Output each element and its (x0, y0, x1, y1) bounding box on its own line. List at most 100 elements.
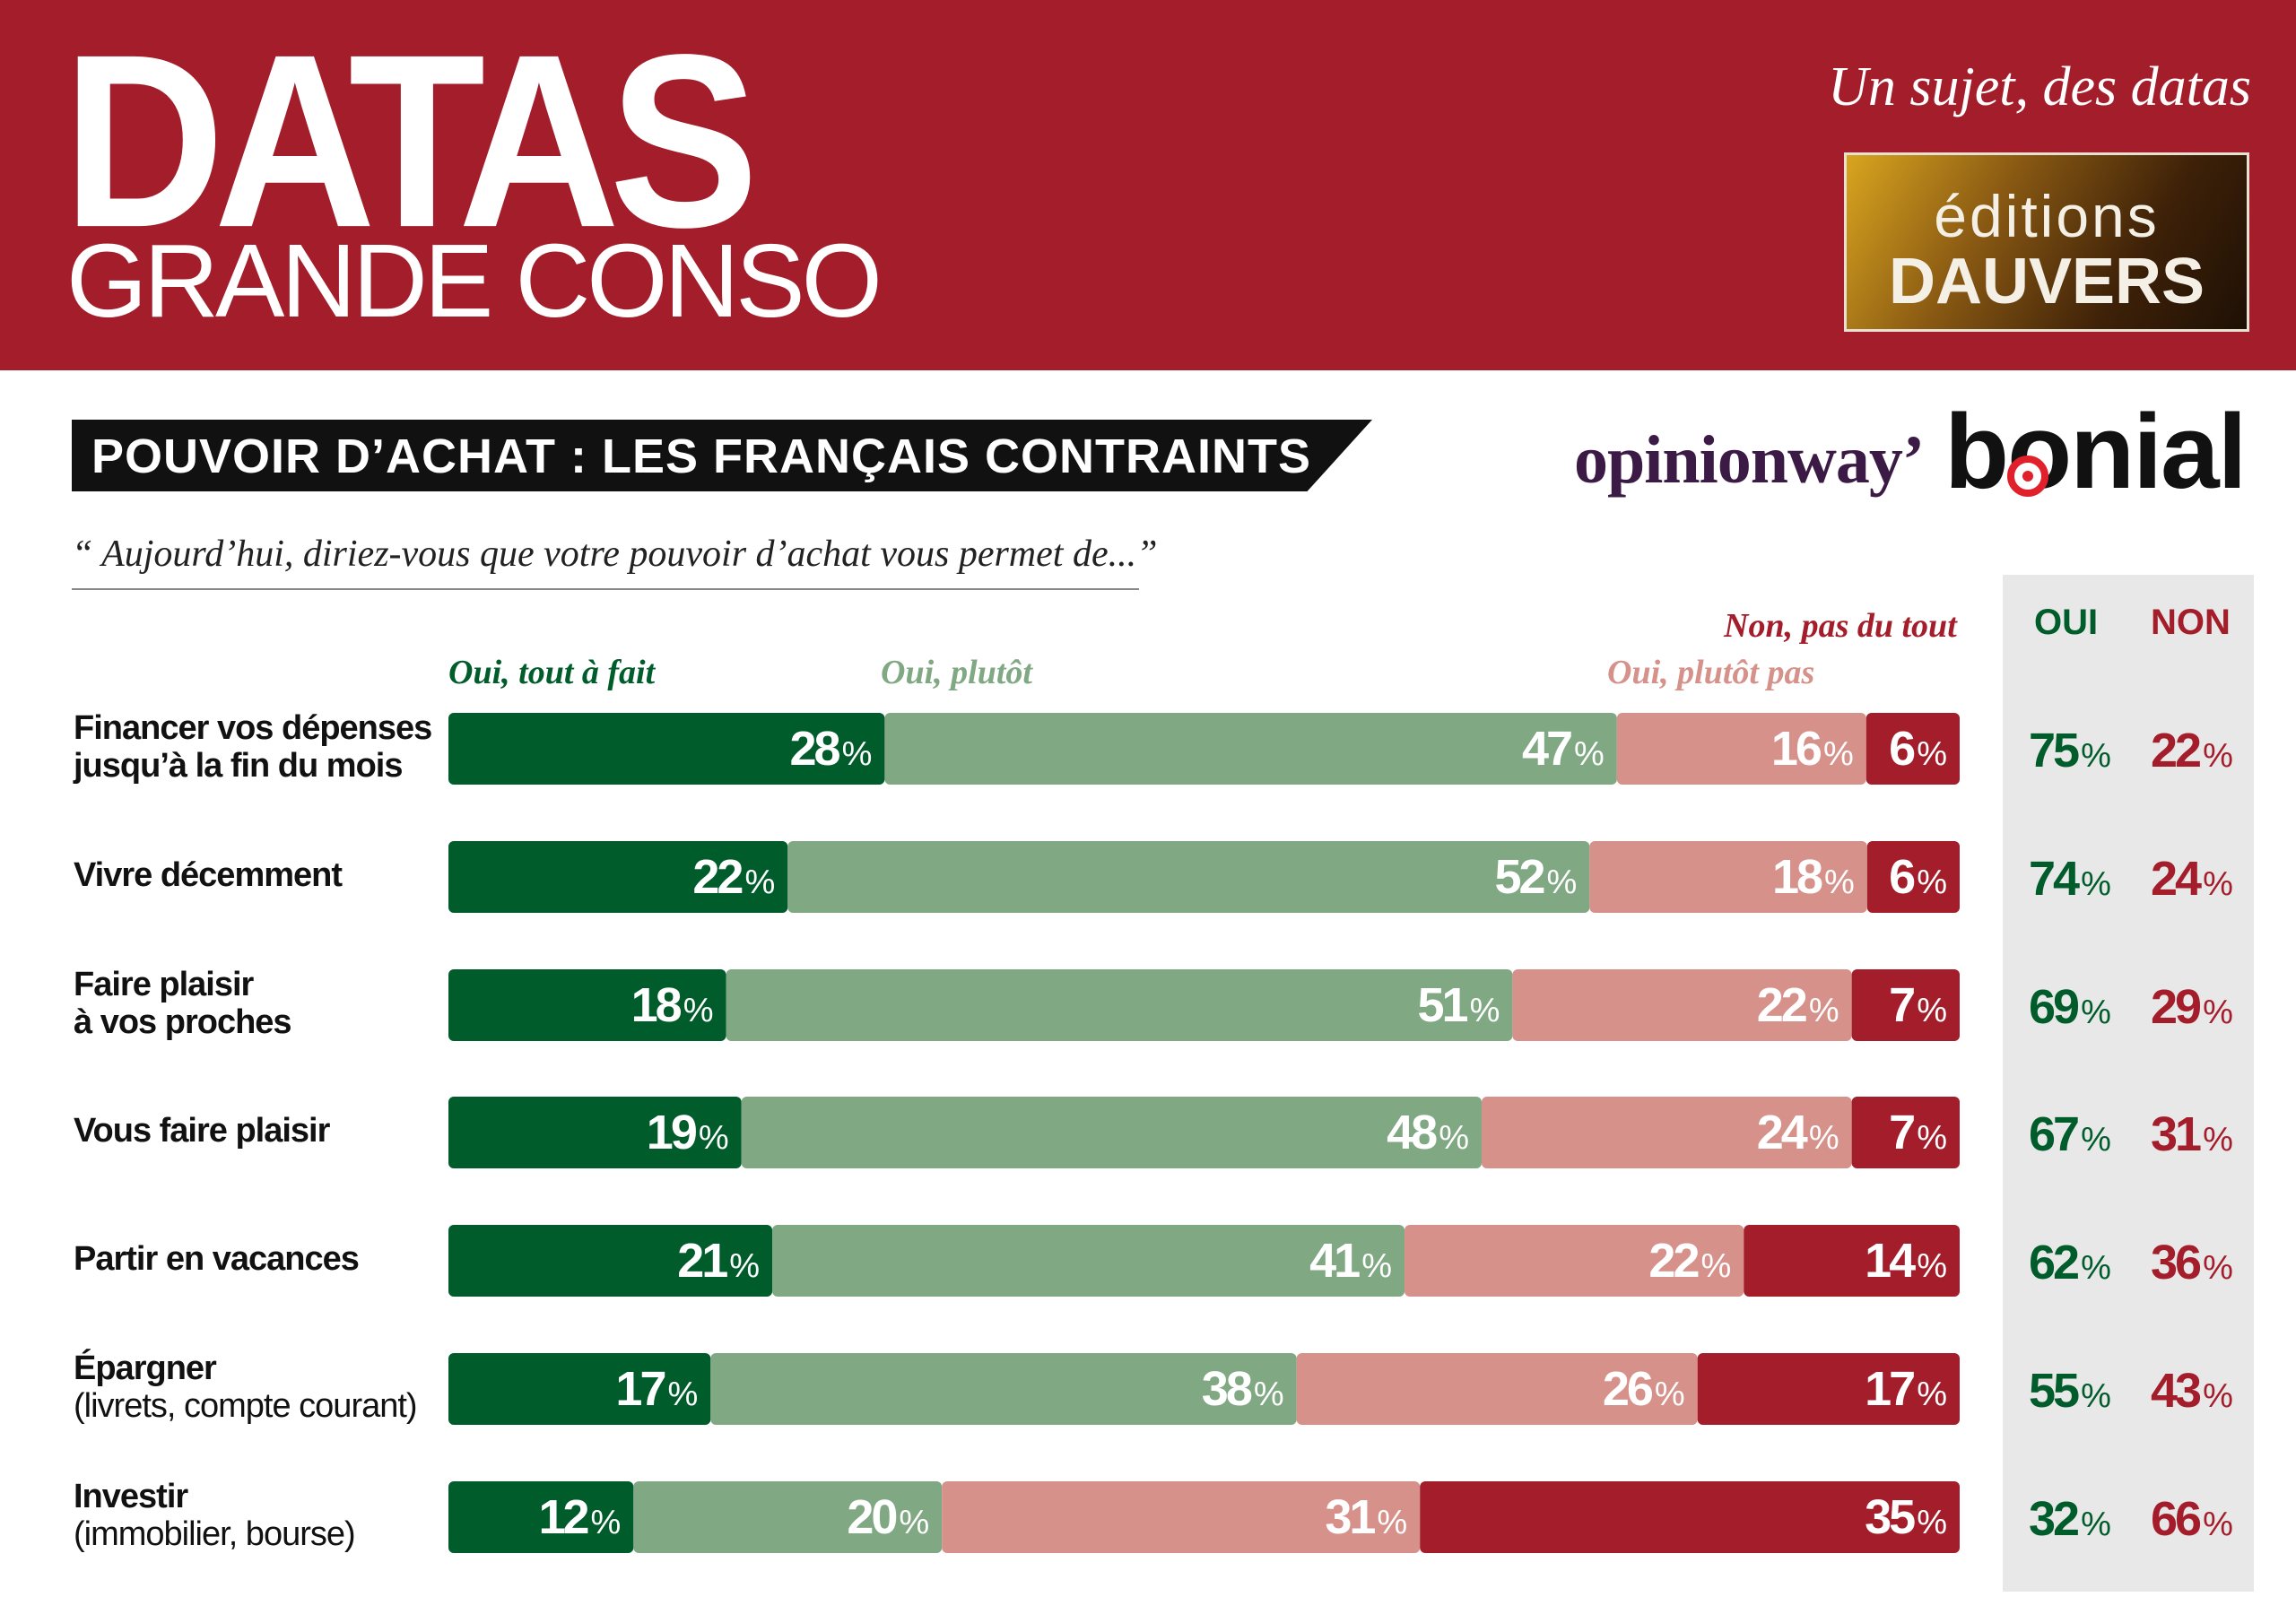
total-non-3: 29% (2151, 980, 2233, 1034)
opinionway-logo: opinionway’ (1574, 422, 1925, 498)
data-label-3-1: 18% (631, 978, 714, 1032)
section-title: POUVOIR D’ACHAT : LES FRANÇAIS CONTRAINT… (91, 430, 1311, 483)
summary-header-non: NON (2151, 603, 2231, 642)
summary-panel (2003, 575, 2254, 1592)
legend-oui-plutot: Oui, plutôt (881, 654, 1032, 691)
data-label-3-3: 22% (1757, 978, 1839, 1032)
row-label-4: Vous faire plaisir (74, 1112, 330, 1150)
bar-segment-2-2 (787, 841, 1590, 913)
total-non-1: 22% (2151, 724, 2233, 777)
data-label-5-2: 41% (1309, 1234, 1392, 1288)
total-non-2: 24% (2151, 852, 2233, 906)
data-label-1-2: 47% (1522, 722, 1605, 776)
bar-segment-1-3 (1616, 713, 1866, 785)
logo-line-1: éditions (1934, 183, 2160, 249)
data-label-4-2: 48% (1387, 1106, 1469, 1159)
row-label-1-line-1: Financer vos dépenses (74, 709, 432, 747)
bar-segment-6-1 (448, 1353, 711, 1425)
legend-non-pas-du-tout: Non, pas du tout (1724, 607, 1957, 645)
total-oui-5: 62% (2029, 1236, 2111, 1289)
data-label-3-2: 51% (1418, 978, 1500, 1032)
brand-title: DATAS (63, 3, 759, 279)
bar-segment-6-2 (710, 1353, 1297, 1425)
data-label-2-4: 6% (1889, 850, 1947, 904)
data-label-6-4: 17% (1865, 1362, 1947, 1416)
data-label-2-3: 18% (1772, 850, 1855, 904)
data-label-1-3: 16% (1771, 722, 1854, 776)
total-non-6: 43% (2151, 1364, 2233, 1418)
row-label-6-line-1: Épargner (74, 1350, 217, 1387)
bar-segment-4-1 (448, 1097, 742, 1168)
bar-segment-1-2 (884, 713, 1617, 785)
bar-segment-2-4 (1866, 841, 1960, 913)
data-label-5-1: 21% (677, 1234, 760, 1288)
row-label-7-line-2: (immobilier, bourse) (74, 1515, 356, 1553)
row-label-5: Partir en vacances (74, 1240, 360, 1278)
logo-line-2: DAUVERS (1888, 246, 2205, 317)
data-label-4-3: 24% (1757, 1106, 1839, 1159)
row-label-3-line-2: à vos proches (74, 1003, 292, 1041)
bar-segment-6-3 (1296, 1353, 1698, 1425)
data-label-6-3: 26% (1603, 1362, 1685, 1416)
total-oui-7: 32% (2029, 1492, 2111, 1546)
bar-segment-5-2 (772, 1225, 1405, 1297)
bar-segment-5-1 (448, 1225, 773, 1297)
bar-segment-2-3 (1589, 841, 1867, 913)
total-oui-4: 67% (2029, 1107, 2111, 1161)
bar-segment-3-4 (1851, 969, 1960, 1041)
data-label-5-4: 14% (1865, 1234, 1947, 1288)
row-label-6: Épargner (livrets, compte courant) (74, 1350, 418, 1425)
brand-subtitle: GRANDE CONSO (66, 222, 883, 339)
data-label-1-1: 28% (790, 722, 873, 776)
bar-segment-7-3 (942, 1481, 1421, 1553)
row-label-2: Vivre décemment (74, 856, 343, 894)
row-label-5-line-1: Partir en vacances (74, 1240, 360, 1278)
row-label-7: Investir (immobilier, bourse) (74, 1478, 356, 1553)
row-label-3: Faire plaisir à vos proches (74, 966, 292, 1041)
bar-segment-5-3 (1405, 1225, 1744, 1297)
data-label-6-2: 38% (1202, 1362, 1284, 1416)
bar-segment-4-4 (1851, 1097, 1960, 1168)
total-oui-3: 69% (2029, 980, 2111, 1034)
bar-segment-3-2 (726, 969, 1513, 1041)
header-banner: DATAS GRANDE CONSO Un sujet, des datas é… (0, 0, 2296, 370)
bar-segment-3-1 (448, 969, 726, 1041)
row-label-1: Financer vos dépenses jusqu’à la fin du m… (74, 709, 432, 785)
legend-oui-plutot-pas: Oui, plutôt pas (1607, 654, 1815, 691)
total-oui-2: 74% (2029, 852, 2111, 906)
bar-segment-5-4 (1744, 1225, 1960, 1297)
bar-segment-4-3 (1481, 1097, 1852, 1168)
data-label-2-1: 22% (692, 850, 775, 904)
bonial-logo: bonial (1944, 393, 2247, 511)
row-label-2-line-1: Vivre décemment (74, 856, 343, 894)
row-label-3-line-1: Faire plaisir (74, 966, 254, 1003)
section-banner: POUVOIR D’ACHAT : LES FRANÇAIS CONTRAINT… (72, 420, 1372, 491)
row-label-7-line-1: Investir (74, 1478, 188, 1515)
data-label-7-3: 31% (1325, 1490, 1407, 1544)
data-label-7-4: 35% (1865, 1490, 1947, 1544)
question-underline (72, 588, 1139, 590)
total-oui-1: 75% (2029, 724, 2111, 777)
bar-segment-2-1 (448, 841, 788, 913)
bonial-target-icon (2007, 456, 2048, 497)
bar-segment-1-4 (1866, 713, 1960, 785)
data-label-4-4: 7% (1889, 1106, 1947, 1159)
bar-segment-3-3 (1512, 969, 1852, 1041)
row-label-4-line-1: Vous faire plaisir (74, 1112, 330, 1150)
bar-segment-4-2 (741, 1097, 1482, 1168)
data-label-3-4: 7% (1889, 978, 1947, 1032)
total-non-7: 66% (2151, 1492, 2233, 1546)
data-label-2-2: 52% (1494, 850, 1577, 904)
data-label-4-1: 19% (647, 1106, 729, 1159)
total-non-4: 31% (2151, 1107, 2233, 1161)
bar-segment-7-1 (448, 1481, 634, 1553)
total-non-5: 36% (2151, 1236, 2233, 1289)
data-label-7-2: 20% (847, 1490, 929, 1544)
bar-segment-7-4 (1420, 1481, 1960, 1553)
bar-segment-7-2 (633, 1481, 943, 1553)
row-label-1-line-2: jusqu’à la fin du mois (74, 747, 403, 785)
bar-segment-6-4 (1697, 1353, 1960, 1425)
row-label-6-line-2: (livrets, compte courant) (74, 1387, 418, 1425)
data-label-5-3: 22% (1648, 1234, 1731, 1288)
